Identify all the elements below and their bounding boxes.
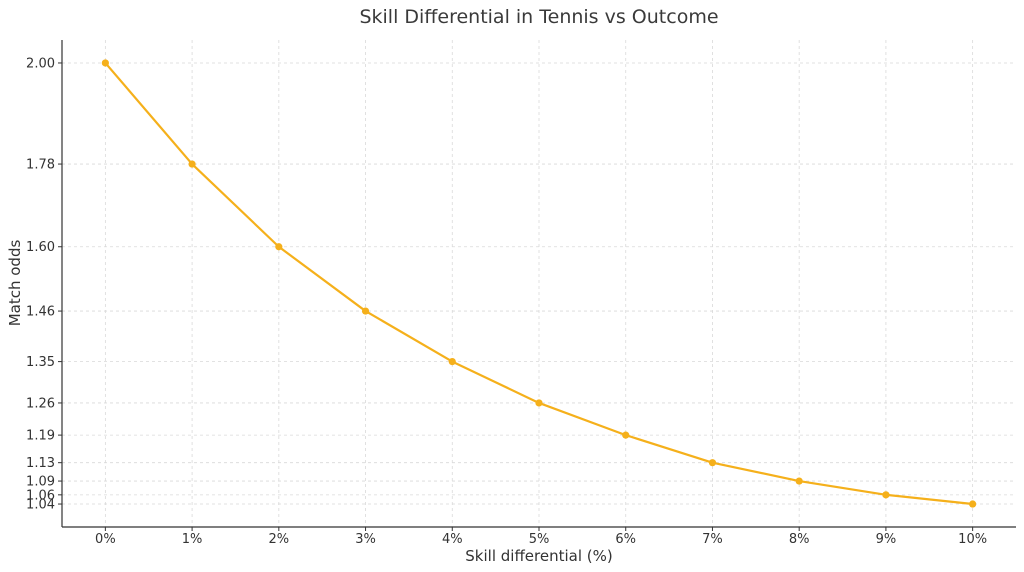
y-tick-label: 1.13 <box>26 456 55 471</box>
data-point <box>882 491 890 499</box>
y-tick-label: 1.26 <box>26 396 55 411</box>
data-point <box>708 459 717 467</box>
y-axis-label: Match odds <box>6 240 24 327</box>
y-tick-label: 1.19 <box>26 429 55 444</box>
ticks: 0% 1% 2% 3% 4% 5% 6% 7% 8% 9% 10% 2.00 1.78 1.60 1.46 1… <box>26 56 987 547</box>
x-tick-label: 5% <box>529 532 550 547</box>
y-tick-label: 1.04 <box>26 498 55 513</box>
x-tick-label: 8% <box>789 532 810 547</box>
y-tick-label: 1.06 <box>26 488 55 503</box>
data-point <box>101 59 109 67</box>
x-tick-label: 2% <box>269 532 290 547</box>
y-tick-label: 1.09 <box>26 475 55 490</box>
y-tick-label: 1.35 <box>26 355 55 370</box>
x-tick-label: 4% <box>442 532 463 547</box>
series <box>101 59 977 508</box>
data-point <box>275 243 283 251</box>
x-axis-label: Skill differential (%) <box>465 547 612 565</box>
data-point <box>969 500 977 508</box>
data-point <box>622 431 630 439</box>
data-point <box>188 160 196 168</box>
data-point <box>361 307 370 315</box>
data-point <box>448 358 456 366</box>
y-tick-label: 2.00 <box>26 56 55 71</box>
data-point <box>535 399 543 407</box>
x-tick-label: 9% <box>876 532 897 547</box>
chart-title: Skill Differential in Tennis vs Outcome <box>359 6 718 28</box>
data-point <box>795 477 803 485</box>
x-tick-label: 0% <box>95 532 116 547</box>
x-tick-label: 3% <box>355 532 376 547</box>
x-tick-label: 7% <box>702 532 723 547</box>
x-tick-label: 6% <box>615 532 636 547</box>
x-tick-label: 10% <box>958 532 987 547</box>
y-tick-label: 1.60 <box>26 240 55 255</box>
y-tick-label: 1.78 <box>26 158 55 173</box>
y-tick-label: 1.46 <box>26 305 55 320</box>
x-tick-label: 1% <box>182 532 203 547</box>
grid <box>62 40 1016 527</box>
